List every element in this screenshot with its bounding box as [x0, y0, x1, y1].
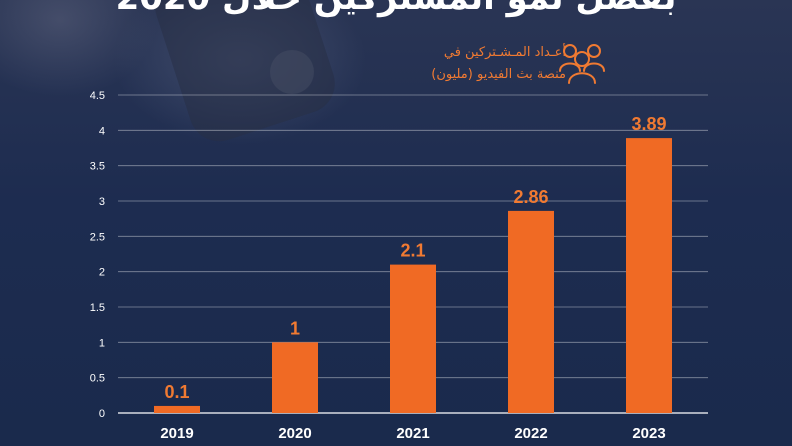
bar-2020: [272, 342, 318, 413]
bar-2022: [508, 210, 554, 413]
bar-2023: [626, 138, 672, 413]
y-tick-label: 2: [99, 267, 105, 279]
y-tick-label: 4.5: [90, 90, 105, 102]
y-tick-label: 0: [99, 408, 105, 420]
bar-2021: [390, 264, 436, 413]
legend-line-1: أعـداد المـشـتركين في: [443, 45, 566, 60]
chart-legend: أعـداد المـشـتركين في منصة بث الفيديو (م…: [346, 42, 566, 86]
y-tick-label: 1.5: [90, 302, 105, 314]
people-group-icon: [559, 44, 605, 84]
page-title: بفضل نمو المشتركين خلال 2020: [0, 0, 792, 18]
y-tick-label: 1: [99, 337, 105, 349]
x-tick-label: 2021: [396, 425, 429, 442]
y-tick-label: 3.5: [90, 161, 105, 173]
x-tick-label: 2020: [278, 425, 311, 442]
y-tick-label: 3: [99, 196, 105, 208]
background-device-lens: [270, 50, 314, 94]
x-tick-label: 2023: [632, 425, 665, 442]
data-label: 0.1: [164, 382, 189, 402]
data-label: 1: [290, 318, 300, 338]
bars-layer: [154, 138, 672, 413]
data-label: 2.1: [400, 241, 425, 261]
y-tick-label: 4: [99, 125, 105, 137]
x-tick-label: 2019: [160, 425, 193, 442]
data-label: 3.89: [631, 114, 666, 134]
y-tick-label: 2.5: [90, 231, 105, 243]
data-label: 2.86: [513, 187, 548, 207]
legend-line-2: منصة بث الفيديو (مليون): [431, 67, 566, 82]
x-tick-label: 2022: [514, 425, 547, 442]
y-tick-label: 0.5: [90, 373, 105, 385]
labels-layer: 0 0.5 1 1.5 2 2.5 3 3.5 4 4.5 0.1 2019 1 2020 2.1 2021 2…: [90, 90, 667, 442]
bar-2019: [154, 405, 200, 413]
